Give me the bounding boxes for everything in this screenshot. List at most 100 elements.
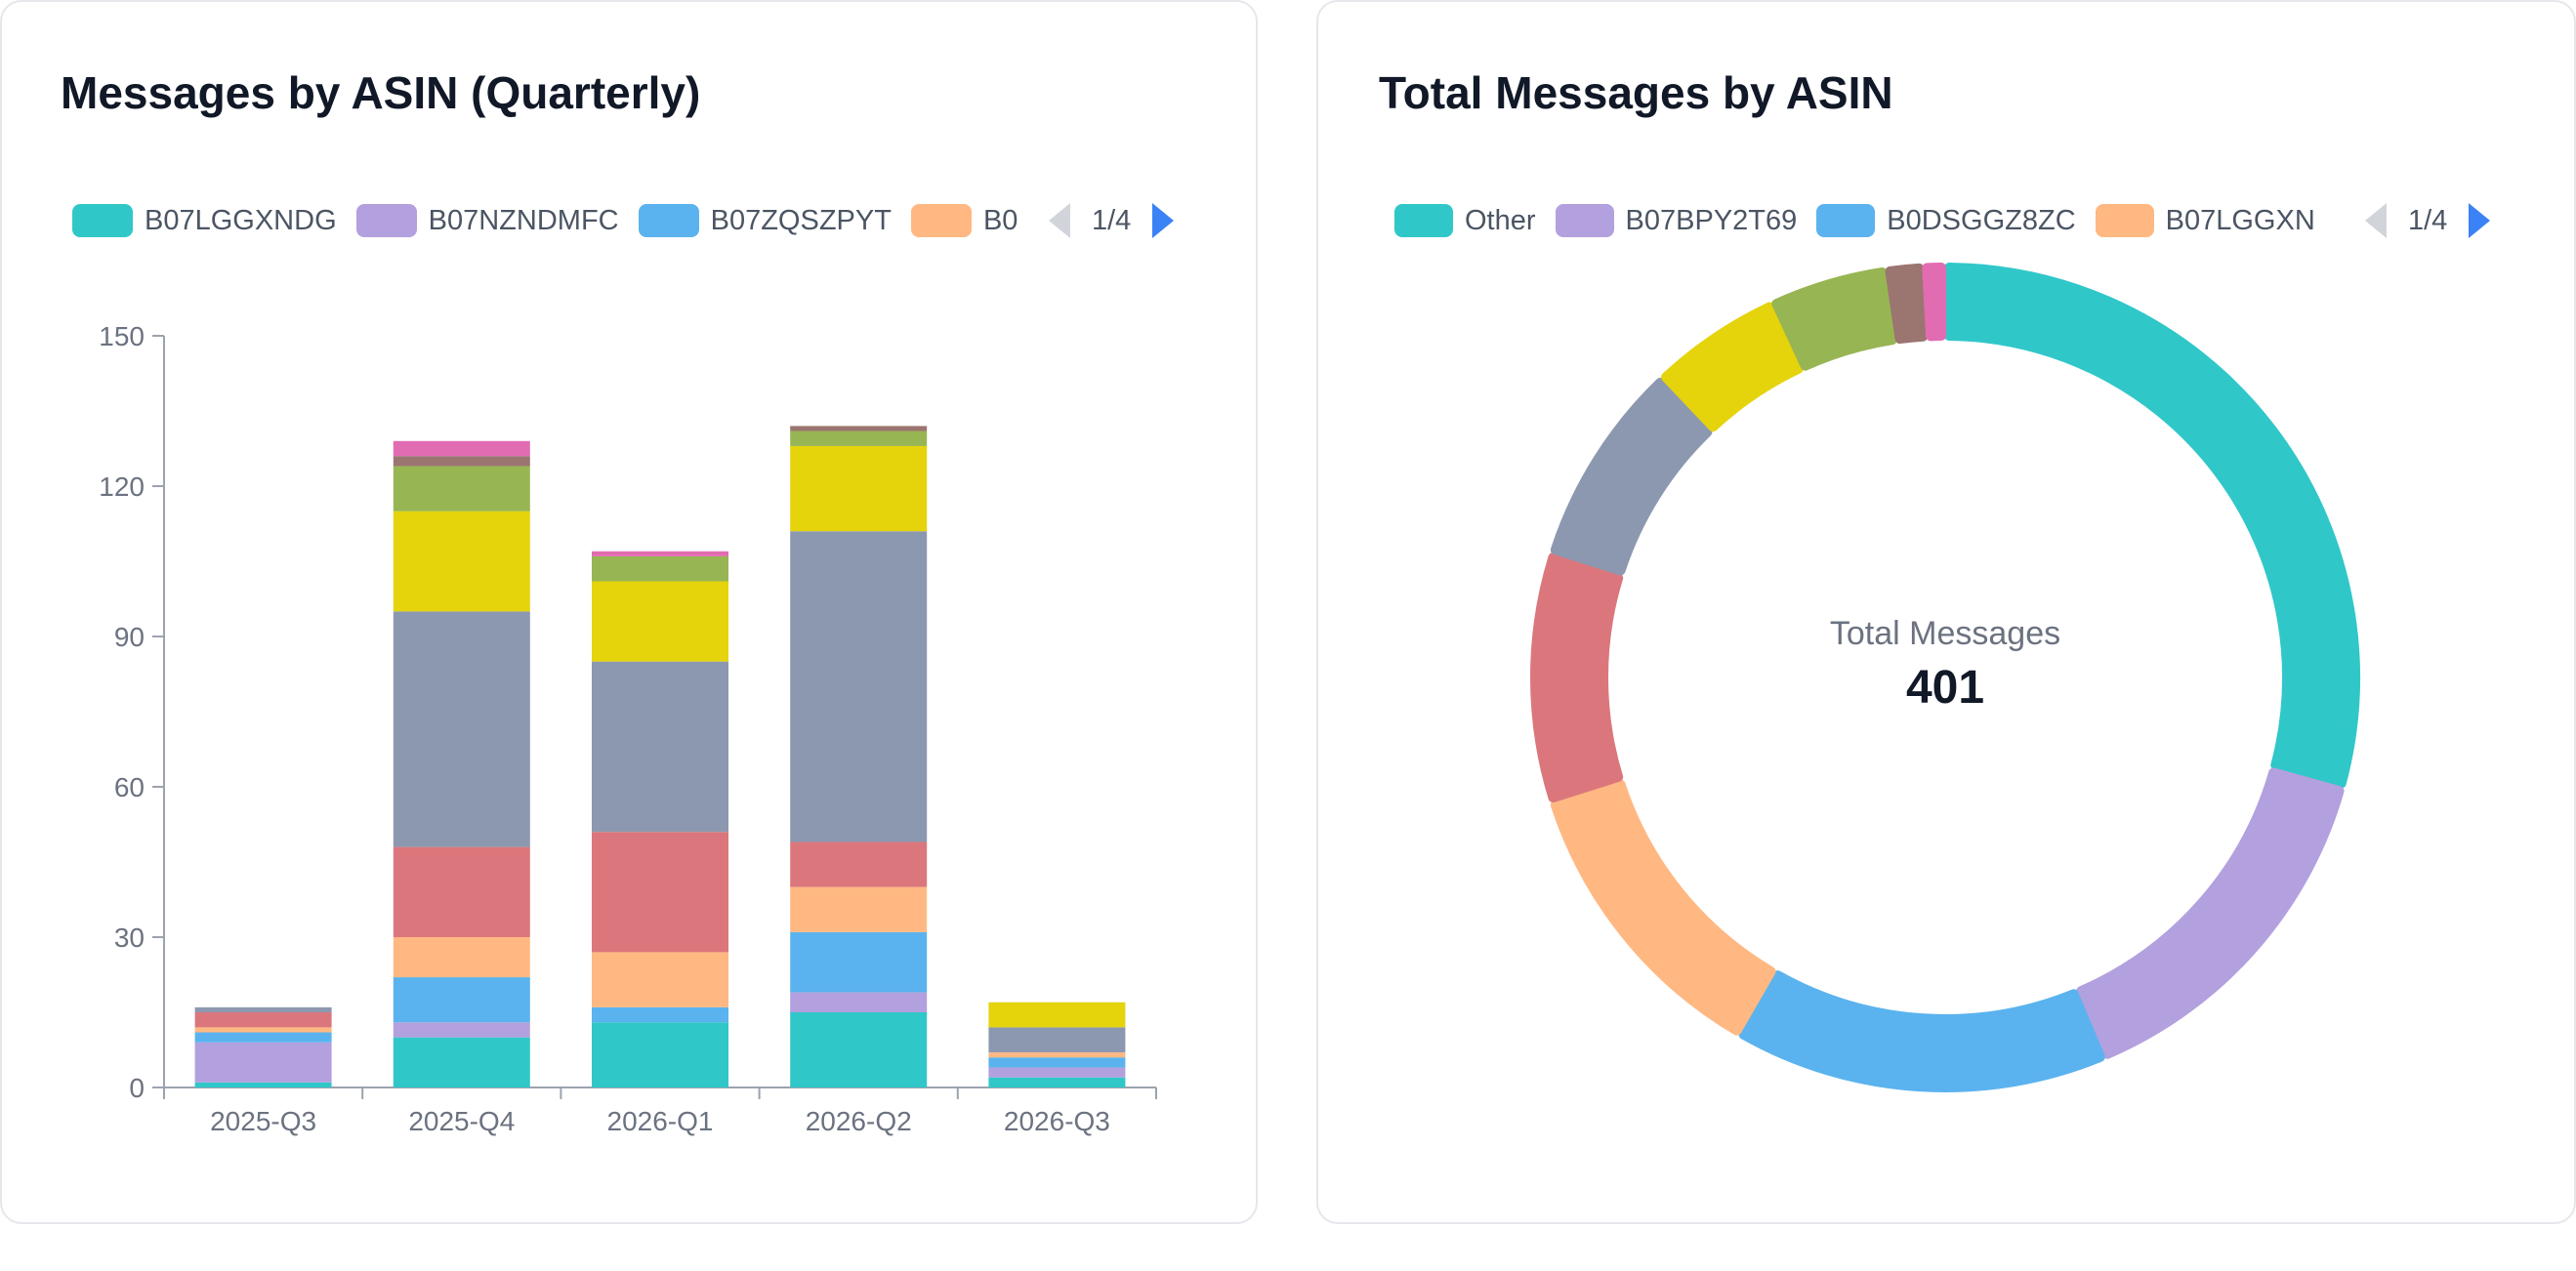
legend-prev-arrow-icon[interactable] (1049, 203, 1070, 238)
legend-label: B07ZQSZPYT (710, 204, 892, 236)
donut-slice[interactable] (1738, 970, 2105, 1092)
y-tick-label: 120 (99, 472, 145, 502)
legend-swatch (1555, 204, 1614, 237)
bar-segment[interactable] (790, 1012, 928, 1087)
x-tick-label: 2026-Q1 (607, 1106, 714, 1136)
donut-chart-title: Total Messages by ASIN (1379, 67, 1893, 118)
legend-label: Other (1465, 204, 1536, 236)
y-tick-label: 0 (129, 1073, 145, 1103)
legend-prev-arrow-icon[interactable] (2365, 203, 2387, 238)
legend-page-indicator: 1/4 (2408, 204, 2448, 236)
bar-segment[interactable] (393, 466, 530, 512)
legend-label: B0 (982, 204, 1018, 236)
bar-segment[interactable] (393, 937, 530, 978)
donut-slice[interactable] (1885, 263, 1929, 345)
bar-segment[interactable] (790, 992, 928, 1012)
bar-segment[interactable] (592, 555, 728, 582)
bar-segment[interactable] (393, 1022, 530, 1038)
bar-segment[interactable] (592, 551, 728, 556)
legend-swatch (1816, 204, 1876, 237)
bar-segment[interactable] (592, 832, 728, 953)
bar-segment[interactable] (393, 846, 530, 937)
legend-item[interactable]: B0DSGGZ8ZC (1816, 204, 2076, 237)
bar-segment[interactable] (393, 511, 530, 612)
bar-segment[interactable] (393, 611, 530, 847)
legend-item[interactable]: B07BPY2T69 (1555, 204, 1798, 237)
donut-slice[interactable] (1771, 266, 1897, 371)
bar-chart-plot: 0 30 60 90 120 150 2025-Q3 2025-Q4 2026-Q1 2026-Q… (99, 321, 1157, 1136)
bar-segment[interactable] (988, 1067, 1126, 1078)
x-tick-label: 2025-Q4 (408, 1106, 515, 1136)
donut-slice[interactable] (1661, 302, 1804, 432)
bar-segment[interactable] (393, 1037, 530, 1087)
bar-segment[interactable] (592, 1006, 728, 1023)
legend-item[interactable]: B0 (910, 204, 1018, 237)
donut-slices (1530, 263, 2360, 1092)
donut-slice[interactable] (1530, 552, 1624, 803)
bar-chart-legend: B07LGGXNDG B07NZNDMFC B07ZQSZPYT B0 1/4 (72, 193, 1175, 248)
legend-item[interactable]: B07LGGXNDG (72, 204, 337, 237)
bar-segment[interactable] (194, 1006, 332, 1012)
legend-next-arrow-icon[interactable] (1152, 203, 1175, 238)
legend-swatch (638, 204, 699, 237)
legend-page-indicator: 1/4 (1092, 204, 1132, 236)
donut-slice[interactable] (1922, 263, 1946, 342)
bar-segment[interactable] (194, 1042, 332, 1083)
bar-segment[interactable] (393, 977, 530, 1023)
legend-item[interactable]: B07ZQSZPYT (638, 204, 892, 237)
donut-slice[interactable] (1550, 377, 1713, 576)
donut-chart-plot: Total Messages 401 (1530, 263, 2360, 1092)
bar-segment[interactable] (988, 1027, 1126, 1053)
legend-label: B07BPY2T69 (1625, 204, 1798, 236)
bar-segment[interactable] (393, 456, 530, 467)
x-tick-label: 2026-Q3 (1004, 1106, 1110, 1136)
bar-segment[interactable] (592, 1022, 728, 1087)
legend-item[interactable]: B07LGGXN (2095, 204, 2315, 237)
legend-swatch (2095, 204, 2154, 237)
donut-legend-pager: 1/4 (2365, 203, 2491, 238)
bar-legend-pager: 1/4 (1049, 203, 1175, 238)
donut-center-value: 401 (1906, 662, 1984, 714)
bar-segment[interactable] (988, 1077, 1126, 1087)
donut-chart-card: Total Messages by ASIN Other B07BPY2T69 … (1316, 0, 2576, 1224)
bar-segment[interactable] (790, 841, 928, 887)
donut-slice[interactable] (1944, 263, 2360, 789)
bar-segment[interactable] (790, 531, 928, 842)
bar-segment[interactable] (790, 931, 928, 993)
bar-chart-title: Messages by ASIN (Quarterly) (61, 67, 701, 118)
donut-slice[interactable] (2076, 767, 2345, 1059)
legend-label: B07NZNDMFC (428, 204, 619, 236)
bar-segment[interactable] (194, 1027, 332, 1033)
y-tick-label: 90 (114, 622, 145, 652)
legend-next-arrow-icon[interactable] (2469, 203, 2491, 238)
legend-item[interactable]: Other (1394, 204, 1536, 237)
bar-segment[interactable] (790, 430, 928, 446)
bar-segment[interactable] (790, 445, 928, 532)
bar-chart-card: Messages by ASIN (Quarterly) B07LGGXNDG … (0, 0, 1258, 1224)
donut-legend-items: Other B07BPY2T69 B0DSGGZ8ZC B07LGGXN (1394, 193, 2351, 248)
bar-segment[interactable] (592, 581, 728, 662)
x-tick-label: 2026-Q2 (806, 1106, 912, 1136)
bar-segment[interactable] (988, 1052, 1126, 1058)
bar-segment[interactable] (393, 440, 530, 457)
legend-swatch (910, 204, 972, 237)
legend-swatch (1394, 204, 1453, 237)
y-tick-label: 30 (114, 922, 145, 953)
legend-item[interactable]: B07NZNDMFC (355, 204, 619, 237)
y-tick-label: 60 (114, 772, 145, 802)
bar-segment[interactable] (790, 886, 928, 932)
legend-label: B07LGGXNDG (145, 204, 337, 236)
bar-segment[interactable] (194, 1032, 332, 1043)
bar-segment[interactable] (194, 1082, 332, 1087)
donut-chart-legend: Other B07BPY2T69 B0DSGGZ8ZC B07LGGXN 1/4 (1394, 193, 2491, 248)
donut-center-label: Total Messages (1830, 615, 2060, 652)
bar-segment[interactable] (592, 952, 728, 1007)
bar-legend-items: B07LGGXNDG B07NZNDMFC B07ZQSZPYT B0 (72, 193, 1035, 248)
bar-segment[interactable] (194, 1012, 332, 1028)
bar-segment[interactable] (988, 1057, 1126, 1068)
y-tick-label: 150 (99, 321, 145, 351)
bar-segment[interactable] (790, 426, 928, 431)
donut-slice[interactable] (1550, 779, 1776, 1036)
bar-segment[interactable] (592, 661, 728, 833)
bar-segment[interactable] (988, 1002, 1126, 1028)
